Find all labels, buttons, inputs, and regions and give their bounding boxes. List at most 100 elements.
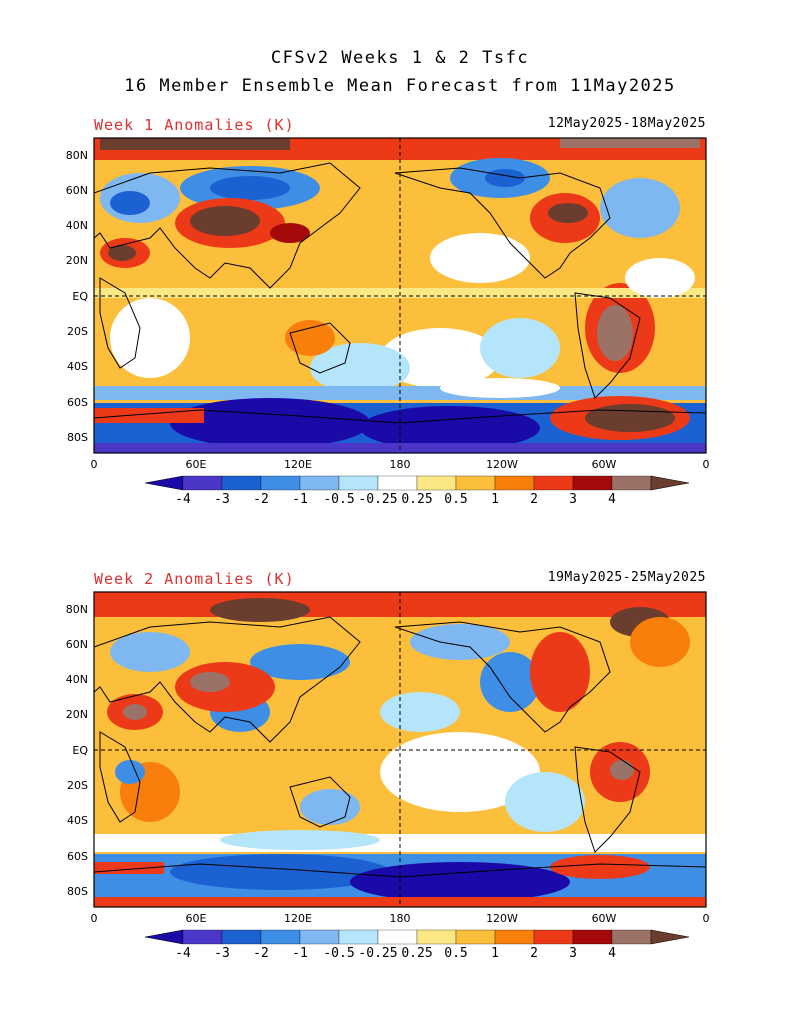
colorbar-swatch [260,475,301,491]
colorbar-label: 4 [608,946,616,961]
week2-colorbar: -4 -3 -2 -1 -0.5 -0.25 0.25 0.5 1 2 3 4 [144,929,690,961]
lon-tick: 60E [186,458,207,471]
lat-tick: 40N [66,219,88,232]
colorbar-swatch [260,929,301,945]
lat-tick: 20S [67,779,88,792]
colorbar-swatch [182,929,223,945]
colorbar-label: -0.5 [323,492,354,507]
colorbar-label: 3 [569,946,577,961]
lat-tick: 40S [67,814,88,827]
lat-tick: 40S [67,360,88,373]
week1-lon-ticks: 0 60E 120E 180 120W 60W 0 [91,458,710,471]
lon-tick: 60W [592,912,617,925]
colorbar-low-arrow [144,929,184,945]
colorbar-swatch [338,475,379,491]
colorbar-label: -2 [253,492,269,507]
lat-tick: 80N [66,603,88,616]
colorbar-swatch [455,475,496,491]
colorbar-swatch [338,929,379,945]
colorbar-label: 0.5 [444,492,467,507]
colorbar-high-arrow [650,475,690,491]
figure-title-line-2: 16 Member Ensemble Mean Forecast from 11… [124,76,676,96]
week2-panel: Week 2 Anomalies (K) 19May2025-25May2025 [0,570,800,1032]
colorbar-swatch [572,929,613,945]
colorbar-label: -4 [175,492,191,507]
lat-tick: 20N [66,708,88,721]
colorbar-swatch [299,475,340,491]
week1-colorbar: -4 -3 -2 -1 -0.5 -0.25 0.25 0.5 1 2 3 4 [144,475,690,507]
lat-tick: 60N [66,184,88,197]
colorbar-label: -4 [175,946,191,961]
lat-tick: 40N [66,673,88,686]
lon-tick: 120W [486,458,518,471]
colorbar-label: 3 [569,492,577,507]
colorbar-swatch [182,475,223,491]
colorbar-swatch [533,929,574,945]
lat-tick: 60S [67,850,88,863]
colorbar-swatch [572,475,613,491]
lat-tick: EQ [72,290,88,303]
week1-date-range: 12May2025-18May2025 [547,116,706,131]
colorbar-label: 1 [491,492,499,507]
week1-coastlines [94,162,706,424]
colorbar-label: -0.25 [358,492,397,507]
lat-tick: 80N [66,149,88,162]
week1-lat-ticks: 80N 60N 40N 20N EQ 20S 40S 60S 80S [66,149,89,444]
week2-lon-ticks: 0 60E 120E 180 120W 60W 0 [91,912,710,925]
colorbar-swatch [377,475,418,491]
colorbar-swatch [533,475,574,491]
week2-panel-title: Week 2 Anomalies (K) [94,570,295,588]
colorbar-label: -1 [292,492,308,507]
colorbar-label: -0.25 [358,946,397,961]
week2-coastlines [94,616,706,878]
lat-tick: 80S [67,431,88,444]
colorbar-swatch [494,929,535,945]
colorbar-swatch [611,929,652,945]
colorbar-swatch [416,475,457,491]
week1-panel-title: Week 1 Anomalies (K) [94,116,295,134]
lon-tick: 180 [390,458,411,471]
colorbar-swatch [221,929,262,945]
lat-tick: 60N [66,638,88,651]
colorbar-label: 0.25 [401,492,432,507]
colorbar-swatch [221,475,262,491]
week1-panel: Week 1 Anomalies (K) 12May2025-18May2025 [0,116,800,578]
colorbar-label: -2 [253,946,269,961]
colorbar-swatch [455,929,496,945]
colorbar-label: 2 [530,492,538,507]
colorbar-label: -0.5 [323,946,354,961]
week2-map: 80N 60N 40N 20N EQ 20S 40S 60S 80S 0 60E… [66,591,710,961]
colorbar-label: -1 [292,946,308,961]
lon-tick: 0 [91,912,98,925]
lon-tick: 0 [91,458,98,471]
colorbar-low-arrow [144,475,184,491]
lon-tick: 120E [284,458,312,471]
lat-tick: 20S [67,325,88,338]
colorbar-swatch [494,475,535,491]
colorbar-high-arrow [650,929,690,945]
figure-title-line-1: CFSv2 Weeks 1 & 2 Tsfc [270,48,530,68]
colorbar-label: -3 [214,492,230,507]
lon-tick: 0 [703,912,710,925]
colorbar-swatch [611,475,652,491]
week2-date-range: 19May2025-25May2025 [547,570,706,585]
colorbar-label: 1 [491,946,499,961]
colorbar-label: 2 [530,946,538,961]
lat-tick: EQ [72,744,88,757]
colorbar-label: 4 [608,492,616,507]
lon-tick: 120E [284,912,312,925]
week1-map-frame [93,137,707,454]
colorbar-swatch [416,929,457,945]
week1-map: 80N 60N 40N 20N EQ 20S 40S 60S 80S 0 60E… [66,137,710,507]
colorbar-label: 0.25 [401,946,432,961]
colorbar-swatch [299,929,340,945]
colorbar-label: -3 [214,946,230,961]
colorbar-label: 0.5 [444,946,467,961]
lon-tick: 180 [390,912,411,925]
week2-map-frame [93,591,707,908]
lon-tick: 0 [703,458,710,471]
colorbar-swatch [377,929,418,945]
week2-lat-ticks: 80N 60N 40N 20N EQ 20S 40S 60S 80S [66,603,89,898]
lat-tick: 60S [67,396,88,409]
lon-tick: 60W [592,458,617,471]
